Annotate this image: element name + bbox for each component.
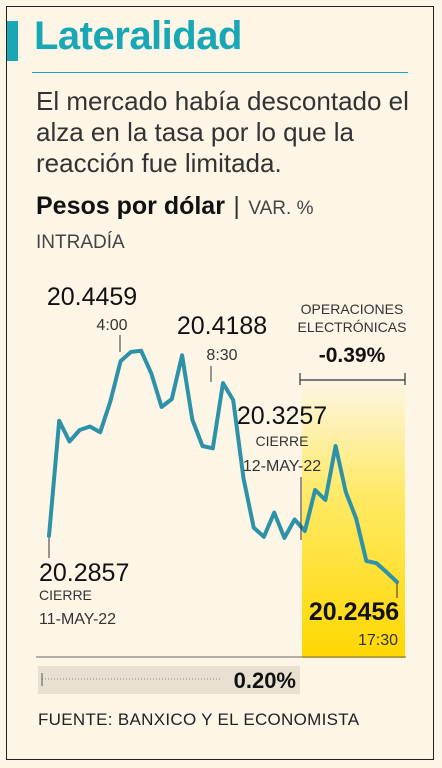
data-point — [364, 559, 368, 563]
data-point — [231, 398, 235, 402]
label-830-value: 20.4188 — [177, 312, 267, 340]
metric-heading: Pesos por dólar | VAR. % — [36, 192, 313, 221]
label-cierre11-date: 11-MAY-22 — [39, 611, 116, 628]
data-point — [282, 536, 287, 540]
label-830-time: 8:30 — [206, 347, 237, 364]
data-point — [159, 405, 164, 409]
day-change-value: 0.20% — [234, 668, 296, 693]
data-point — [385, 570, 389, 574]
title-divider — [32, 72, 408, 73]
data-point — [98, 430, 102, 434]
metric-title: Pesos por dólar — [36, 192, 225, 220]
label-cierre11-value: 20.2857 — [39, 559, 129, 587]
data-point — [293, 517, 297, 522]
data-point — [323, 498, 327, 502]
source-note: FUENTE: BANXICO Y EL ECONOMISTA — [38, 710, 360, 729]
data-point — [395, 580, 399, 584]
data-point — [211, 446, 215, 450]
data-point — [344, 490, 348, 494]
data-point — [190, 418, 194, 422]
data-point — [333, 444, 338, 448]
label-cierre11-label: CIERRE — [39, 587, 92, 603]
data-point — [374, 561, 379, 565]
data-point — [47, 534, 51, 538]
title: Lateralidad — [34, 14, 242, 58]
data-point — [88, 424, 92, 429]
data-point — [119, 359, 123, 363]
electronic-ops-label-1: OPERACIONES — [301, 301, 404, 317]
data-point — [129, 350, 133, 354]
data-point — [180, 353, 184, 357]
period-label: INTRADÍA — [36, 232, 125, 253]
data-point — [57, 419, 61, 423]
data-point — [354, 516, 358, 520]
electronic-ops-change: -0.39% — [319, 344, 386, 367]
label-max-value: 20.4459 — [47, 283, 137, 311]
data-point — [303, 529, 307, 533]
electronic-ops-label-2: ELECTRÓNICAS — [298, 319, 407, 335]
label-final-time: 17:30 — [358, 632, 398, 649]
label-final-value: 20.2456 — [309, 598, 399, 626]
label-cierre12-value: 20.3257 — [237, 402, 327, 430]
electronic-ops-highlight — [302, 378, 405, 658]
day-change-bar — [38, 666, 300, 694]
title-accent-bar — [7, 21, 18, 61]
data-point — [241, 476, 246, 480]
data-point — [262, 535, 266, 539]
data-point — [313, 488, 317, 492]
metric-separator: | — [233, 192, 240, 220]
data-point — [108, 399, 113, 403]
data-point — [252, 525, 256, 530]
metric-unit: VAR. % — [248, 198, 314, 219]
label-max-time: 4:00 — [96, 317, 127, 334]
data-point — [170, 397, 174, 401]
data-point — [221, 381, 225, 385]
data-point — [78, 428, 82, 432]
data-point — [272, 511, 276, 515]
subtitle: El mercado había descontado el alza en l… — [36, 86, 409, 178]
label-cierre12-date: 12-MAY-22 — [243, 458, 321, 475]
data-point — [67, 439, 72, 444]
data-point — [149, 372, 153, 376]
data-point — [139, 349, 143, 353]
data-point — [200, 444, 205, 448]
label-cierre12-label: CIERRE — [256, 433, 309, 449]
